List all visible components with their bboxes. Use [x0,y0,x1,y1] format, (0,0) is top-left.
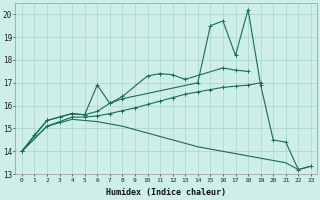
X-axis label: Humidex (Indice chaleur): Humidex (Indice chaleur) [106,188,226,197]
